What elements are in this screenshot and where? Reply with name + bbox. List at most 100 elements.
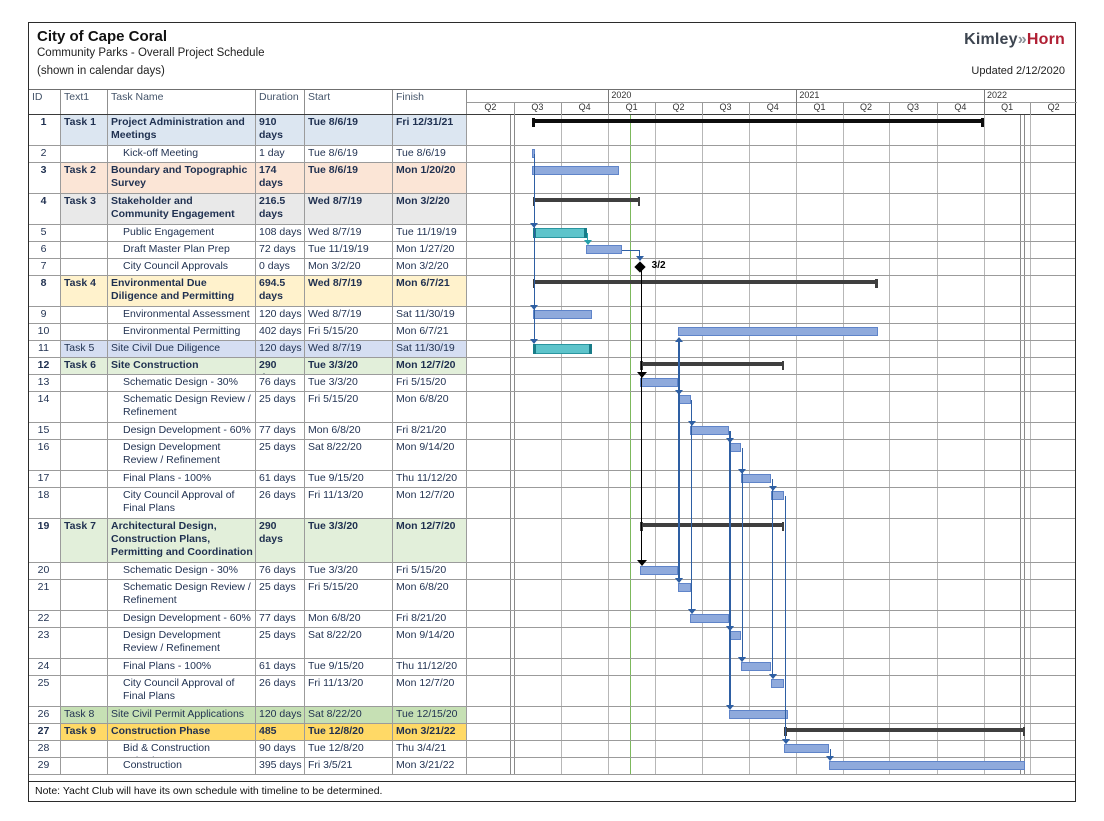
task-row-25: 25 City Council Approval of Final Plans 26… bbox=[29, 676, 1075, 707]
cell-chart bbox=[467, 724, 1077, 740]
column-header-task-name: Task Name bbox=[108, 90, 256, 114]
cell-text1 bbox=[61, 659, 108, 675]
cell-start: Fri 3/5/21 bbox=[305, 758, 393, 774]
cell-id: 26 bbox=[29, 707, 61, 723]
task-row-21: 21 Schematic Design Review / Refinement 25… bbox=[29, 580, 1075, 611]
cell-task-name: Draft Master Plan Prep bbox=[108, 242, 256, 258]
title-bar: City of Cape Coral Community Parks - Ove… bbox=[29, 23, 1075, 90]
cell-duration: 77 days bbox=[256, 611, 305, 627]
year-label: 2022 bbox=[986, 90, 1007, 100]
cell-start: Tue 8/6/19 bbox=[305, 163, 393, 193]
quarter-label: Q1 bbox=[813, 102, 826, 112]
page-join-line bbox=[514, 115, 516, 775]
cell-finish: Tue 11/19/19 bbox=[393, 225, 467, 241]
cell-finish: Mon 3/21/22 bbox=[393, 724, 467, 740]
quarter-label: Q2 bbox=[484, 102, 497, 112]
cell-id: 23 bbox=[29, 628, 61, 658]
quarter-label: Q2 bbox=[672, 102, 685, 112]
task-row-28: 28 Bid & Construction Selection90 daysTue… bbox=[29, 741, 1075, 758]
cell-finish: Mon 6/7/21 bbox=[393, 324, 467, 340]
cell-text1 bbox=[61, 563, 108, 579]
cell-task-name: City Council Approval of Final Plans bbox=[108, 488, 256, 518]
quarter-label: Q3 bbox=[907, 102, 920, 112]
cell-task-name: Environmental Due Diligence and Permitti… bbox=[108, 276, 256, 306]
cell-text1 bbox=[61, 440, 108, 470]
cell-task-name: Site Civil Permit Applications bbox=[108, 707, 256, 723]
cell-duration: 1 day bbox=[256, 146, 305, 162]
cell-task-name: City Council Approvals bbox=[108, 259, 256, 275]
task-row-7: 7 City Council Approvals 0 days Mon 3/2/20 M… bbox=[29, 259, 1075, 276]
cell-chart bbox=[467, 707, 1077, 723]
cell-task-name: Site Construction Documents bbox=[108, 358, 256, 374]
cell-text1: Task 8 bbox=[61, 707, 108, 723]
cell-text1 bbox=[61, 488, 108, 518]
column-header-id: ID bbox=[29, 90, 61, 114]
cell-start: Fri 11/13/20 bbox=[305, 676, 393, 706]
cell-finish: Fri 8/21/20 bbox=[393, 611, 467, 627]
task-row-15: 15 Design Development - 60% 77 days Mon 6/8… bbox=[29, 423, 1075, 440]
cell-id: 6 bbox=[29, 242, 61, 258]
cell-text1 bbox=[61, 423, 108, 439]
cell-duration: 120 days bbox=[256, 707, 305, 723]
cell-chart bbox=[467, 324, 1077, 340]
cell-duration: 26 days bbox=[256, 676, 305, 706]
cell-text1 bbox=[61, 146, 108, 162]
cell-id: 21 bbox=[29, 580, 61, 610]
task-row-2: 2 Kick-off Meeting 1 day Tue 8/6/19 Tue 8/6/… bbox=[29, 146, 1075, 163]
cell-id: 28 bbox=[29, 741, 61, 757]
task-row-23: 23 Design Development Review / Refinement… bbox=[29, 628, 1075, 659]
cell-start: Tue 3/3/20 bbox=[305, 358, 393, 374]
page-join-line bbox=[1019, 115, 1021, 775]
cell-chart bbox=[467, 423, 1077, 439]
page-title: City of Cape Coral bbox=[37, 28, 168, 45]
task-row-3: 3 Task 2 Boundary and Topographic Survey 17… bbox=[29, 163, 1075, 194]
cell-chart bbox=[467, 580, 1077, 610]
cell-chart bbox=[467, 307, 1077, 323]
cell-text1: Task 4 bbox=[61, 276, 108, 306]
cell-start: Sat 8/22/20 bbox=[305, 707, 393, 723]
cell-task-name: Final Plans - 100% bbox=[108, 471, 256, 487]
cell-start: Tue 8/6/19 bbox=[305, 146, 393, 162]
cell-task-name: Final Plans - 100% bbox=[108, 659, 256, 675]
cell-chart bbox=[467, 358, 1077, 374]
quarter-label: Q4 bbox=[766, 102, 779, 112]
cell-chart bbox=[467, 392, 1077, 422]
cell-task-name: Construction bbox=[108, 758, 256, 774]
cell-text1 bbox=[61, 611, 108, 627]
cell-duration: 25 days bbox=[256, 392, 305, 422]
cell-text1: Task 2 bbox=[61, 163, 108, 193]
task-row-18: 18 City Council Approval of Final Plans 26… bbox=[29, 488, 1075, 519]
cell-id: 19 bbox=[29, 519, 61, 562]
cell-finish: Sat 11/30/19 bbox=[393, 307, 467, 323]
cell-finish: Mon 6/7/21 bbox=[393, 276, 467, 306]
task-row-8: 8 Task 4 Environmental Due Diligence and P… bbox=[29, 276, 1075, 307]
task-row-24: 24 Final Plans - 100% 61 days Tue 9/15/20 Th… bbox=[29, 659, 1075, 676]
cell-task-name: Boundary and Topographic Survey bbox=[108, 163, 256, 193]
cell-task-name: Schematic Design Review / Refinement bbox=[108, 392, 256, 422]
page-subtitle-units: (shown in calendar days) bbox=[37, 65, 165, 77]
cell-chart bbox=[467, 471, 1077, 487]
status-date-line bbox=[629, 115, 632, 775]
year-label: 2020 bbox=[611, 90, 632, 100]
cell-start: Fri 5/15/20 bbox=[305, 580, 393, 610]
cell-id: 15 bbox=[29, 423, 61, 439]
cell-duration: 216.5 days bbox=[256, 194, 305, 224]
cell-duration: 25 days bbox=[256, 628, 305, 658]
cell-chart bbox=[467, 194, 1077, 224]
cell-text1 bbox=[61, 758, 108, 774]
cell-chart bbox=[467, 741, 1077, 757]
cell-finish: Mon 1/27/20 bbox=[393, 242, 467, 258]
cell-duration: 90 days bbox=[256, 741, 305, 757]
cell-chart bbox=[467, 611, 1077, 627]
cell-start: Fri 11/13/20 bbox=[305, 488, 393, 518]
column-header-start: Start bbox=[305, 90, 393, 114]
cell-id: 2 bbox=[29, 146, 61, 162]
task-row-22: 22 Design Development - 60% 77 days Mon 6/8… bbox=[29, 611, 1075, 628]
task-row-11: 11 Task 5 Site Civil Due Diligence 120 days… bbox=[29, 341, 1075, 358]
logo-chevron-icon: » bbox=[1017, 31, 1027, 48]
timescale-header: Q2 Q3 Q4 Q1 Q2 Q3 Q4 Q1 Q2 Q3 Q4 Q1 Q2 2020 2021 2022 bbox=[467, 90, 1077, 115]
cell-id: 7 bbox=[29, 259, 61, 275]
cell-start: Tue 8/6/19 bbox=[305, 115, 393, 145]
cell-id: 5 bbox=[29, 225, 61, 241]
